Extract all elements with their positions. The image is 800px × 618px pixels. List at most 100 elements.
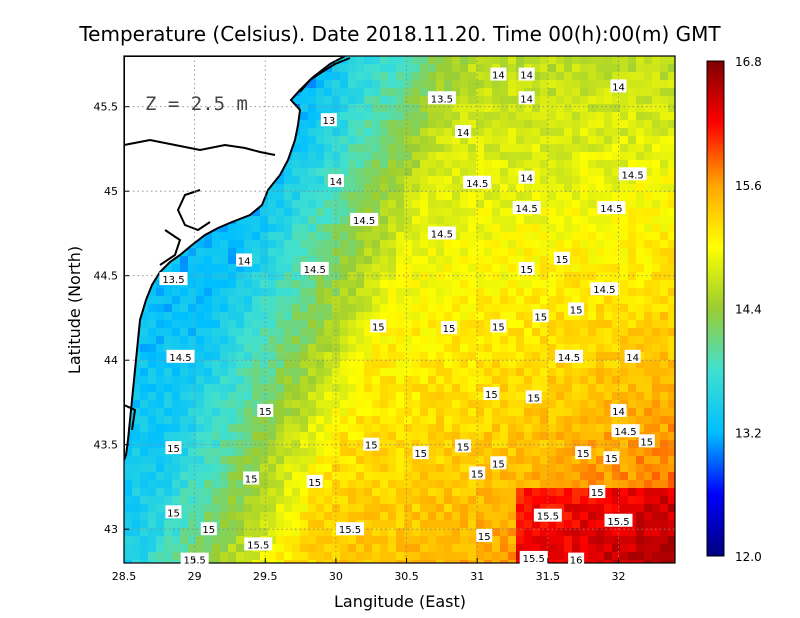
heat-cell: [452, 520, 461, 529]
heat-cell: [252, 288, 261, 297]
heat-cell: [332, 488, 341, 497]
heat-cell: [508, 336, 517, 345]
heat-cell: [380, 344, 389, 353]
contour-label: 15: [534, 312, 547, 323]
heat-cell: [588, 64, 597, 73]
heat-cell: [532, 328, 541, 337]
heat-cell: [660, 168, 669, 177]
heat-cell: [644, 152, 653, 161]
heat-cell: [500, 480, 509, 489]
heat-cell: [388, 376, 397, 385]
heat-cell: [188, 488, 197, 497]
heat-cell: [308, 272, 317, 281]
heat-cell: [540, 160, 549, 169]
heat-cell: [644, 216, 653, 225]
heat-cell: [404, 536, 413, 545]
heat-cell: [596, 424, 605, 433]
heat-cell: [156, 560, 165, 563]
heat-cell: [652, 192, 661, 201]
heat-cell: [188, 288, 197, 297]
heat-cell: [644, 552, 653, 561]
heat-cell: [452, 312, 461, 321]
heat-cell: [588, 88, 597, 97]
heat-cell: [180, 416, 189, 425]
heat-cell: [428, 336, 437, 345]
heat-cell: [500, 312, 509, 321]
heat-cell: [428, 328, 437, 337]
heat-cell: [428, 448, 437, 457]
heat-cell: [412, 128, 421, 137]
heat-cell: [564, 104, 573, 113]
heat-cell: [508, 208, 517, 217]
heat-cell: [460, 208, 469, 217]
heat-cell: [388, 144, 397, 153]
heat-cell: [316, 360, 325, 369]
heat-cell: [308, 224, 317, 233]
heat-cell: [620, 464, 629, 473]
heat-cell: [532, 304, 541, 313]
heat-cell: [596, 376, 605, 385]
heat-cell: [436, 368, 445, 377]
heat-cell: [292, 536, 301, 545]
heat-cell: [460, 496, 469, 505]
heat-cell: [652, 432, 661, 441]
heat-cell: [540, 240, 549, 249]
heat-cell: [348, 56, 357, 65]
heat-cell: [356, 456, 365, 465]
heat-cell: [404, 560, 413, 563]
heat-cell: [556, 520, 565, 529]
heat-cell: [156, 440, 165, 449]
heat-cell: [468, 512, 477, 521]
heat-cell: [308, 152, 317, 161]
heat-cell: [660, 416, 669, 425]
heat-cell: [220, 360, 229, 369]
heat-cell: [348, 392, 357, 401]
heat-cell: [548, 176, 557, 185]
heat-cell: [508, 80, 517, 89]
heat-cell: [300, 312, 309, 321]
heat-cell: [484, 72, 493, 81]
heat-cell: [452, 240, 461, 249]
heat-cell: [268, 288, 277, 297]
heat-cell: [180, 392, 189, 401]
heat-cell: [508, 440, 517, 449]
heat-cell: [356, 360, 365, 369]
heat-cell: [492, 304, 501, 313]
heat-cell: [300, 408, 309, 417]
heat-cell: [428, 80, 437, 89]
heat-cell: [308, 208, 317, 217]
heat-cell: [196, 528, 205, 537]
heat-cell: [644, 488, 653, 497]
heat-cell: [468, 120, 477, 129]
heat-cell: [180, 320, 189, 329]
heat-cell: [260, 528, 269, 537]
heat-cell: [412, 56, 421, 65]
heat-cell: [412, 432, 421, 441]
heat-cell: [580, 384, 589, 393]
heat-cell: [372, 88, 381, 97]
heat-cell: [412, 192, 421, 201]
heat-cell: [228, 224, 237, 233]
heat-cell: [484, 216, 493, 225]
heat-cell: [284, 536, 293, 545]
heat-cell: [356, 464, 365, 473]
heat-cell: [148, 312, 157, 321]
heat-cell: [412, 344, 421, 353]
heat-cell: [340, 424, 349, 433]
heat-cell: [468, 352, 477, 361]
heat-cell: [468, 384, 477, 393]
heat-cell: [308, 488, 317, 497]
heat-cell: [388, 480, 397, 489]
heat-cell: [644, 256, 653, 265]
heat-cell: [308, 496, 317, 505]
heat-cell: [428, 440, 437, 449]
heat-cell: [628, 528, 637, 537]
heat-cell: [236, 488, 245, 497]
heat-cell: [660, 120, 669, 129]
heat-cell: [644, 512, 653, 521]
heat-cell: [348, 96, 357, 105]
heat-cell: [436, 392, 445, 401]
heat-cell: [668, 144, 675, 153]
heat-cell: [156, 352, 165, 361]
heat-cell: [532, 80, 541, 89]
